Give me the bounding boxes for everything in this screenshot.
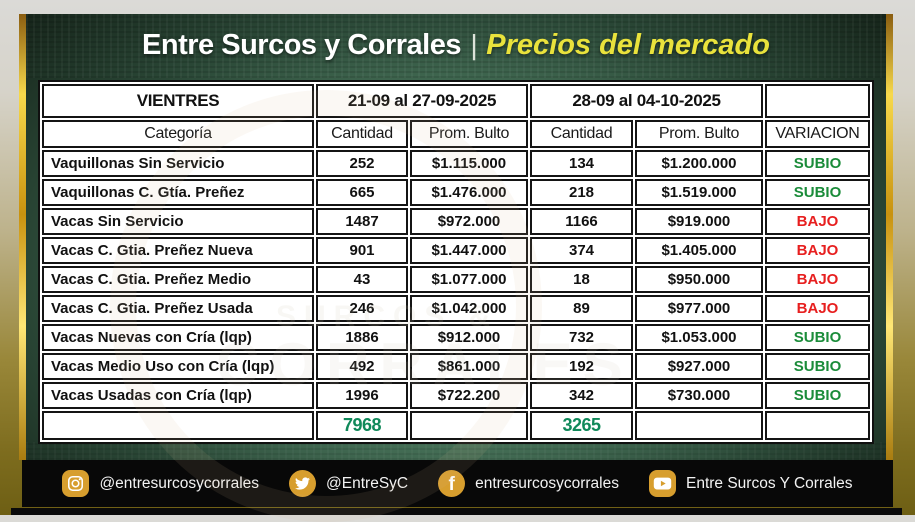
- row-cantidad-1: 901: [316, 237, 408, 264]
- row-prom-2: $977.000: [635, 295, 763, 322]
- row-prom-1: $1.077.000: [410, 266, 528, 293]
- col-header-categoria: Categoría: [42, 120, 314, 148]
- row-prom-1: $1.447.000: [410, 237, 528, 264]
- page-subtitle: Precios del mercado: [486, 29, 770, 61]
- twitter-icon: [289, 470, 317, 497]
- row-category: Vaquillonas C. Gtía. Preñez: [42, 179, 314, 206]
- row-cantidad-1: 1487: [316, 208, 408, 235]
- group-header-week1: 21-09 al 27-09-2025: [316, 84, 528, 118]
- bottom-black-bar: [11, 508, 902, 515]
- row-prom-2: $730.000: [635, 382, 763, 409]
- group-header-week2: 28-09 al 04-10-2025: [530, 84, 763, 118]
- row-cantidad-2: 134: [530, 150, 633, 177]
- social-handle: Entre Surcos Y Corrales: [685, 474, 853, 492]
- social-footer: @entresurcosycorrales @EntreSyC f entres…: [22, 460, 893, 507]
- social-handle: entresurcosycorrales: [475, 474, 619, 492]
- price-table: VIENTRES 21-09 al 27-09-2025 28-09 al 04…: [38, 80, 874, 444]
- row-category: Vaquillonas Sin Servicio: [42, 150, 314, 177]
- row-prom-2: $1.519.000: [635, 179, 763, 206]
- row-prom-1: $722.200: [410, 382, 528, 409]
- col-header-prom-bulto-1: Prom. Bulto: [410, 120, 528, 148]
- row-prom-1: $1.042.000: [410, 295, 528, 322]
- col-header-cantidad-2: Cantidad: [530, 120, 633, 148]
- row-cantidad-1: 1886: [316, 324, 408, 351]
- row-cantidad-2: 374: [530, 237, 633, 264]
- col-header-cantidad-1: Cantidad: [316, 120, 408, 148]
- social-youtube[interactable]: Entre Surcos Y Corrales: [648, 470, 853, 497]
- row-prom-2: $950.000: [635, 266, 763, 293]
- row-category: Vacas C. Gtia. Preñez Usada: [42, 295, 314, 322]
- total-cantidad-week2: 3265: [530, 411, 633, 440]
- row-cantidad-2: 192: [530, 353, 633, 380]
- row-prom-1: $972.000: [410, 208, 528, 235]
- row-prom-1: $912.000: [410, 324, 528, 351]
- row-category: Vacas Sin Servicio: [42, 208, 314, 235]
- row-variacion: SUBIO: [765, 324, 870, 351]
- totals-empty-prom1: [410, 411, 528, 440]
- row-cantidad-1: 665: [316, 179, 408, 206]
- row-prom-1: $1.476.000: [410, 179, 528, 206]
- row-cantidad-1: 252: [316, 150, 408, 177]
- col-header-variacion: VARIACION: [765, 120, 870, 148]
- row-prom-1: $1.115.000: [410, 150, 528, 177]
- row-category: Vacas Nuevas con Cría (lqp): [42, 324, 314, 351]
- row-cantidad-2: 218: [530, 179, 633, 206]
- group-header-empty: [765, 84, 870, 118]
- totals-empty-variacion: [765, 411, 870, 440]
- page-title: Entre Surcos y Corrales | Precios del merc…: [26, 29, 886, 62]
- social-facebook[interactable]: f entresurcosycorrales: [438, 470, 619, 497]
- right-gold-stripe: [885, 14, 893, 460]
- totals-empty-category: [42, 411, 314, 440]
- row-prom-2: $927.000: [635, 353, 763, 380]
- row-cantidad-2: 342: [530, 382, 633, 409]
- youtube-icon: [648, 470, 676, 497]
- row-variacion: SUBIO: [765, 179, 870, 206]
- row-category: Vacas C. Gtia. Preñez Nueva: [42, 237, 314, 264]
- row-cantidad-1: 43: [316, 266, 408, 293]
- row-cantidad-2: 1166: [530, 208, 633, 235]
- row-category: Vacas Medio Uso con Cría (lqp): [42, 353, 314, 380]
- col-header-prom-bulto-2: Prom. Bulto: [635, 120, 763, 148]
- instagram-icon: [62, 470, 90, 497]
- row-prom-2: $919.000: [635, 208, 763, 235]
- row-variacion: BAJO: [765, 208, 870, 235]
- row-prom-2: $1.053.000: [635, 324, 763, 351]
- brand-title: Entre Surcos y Corrales: [142, 29, 461, 61]
- total-cantidad-week1: 7968: [316, 411, 408, 440]
- social-handle: @entresurcosycorrales: [99, 474, 260, 492]
- title-separator: |: [469, 29, 478, 60]
- social-handle: @EntreSyC: [326, 474, 409, 492]
- row-prom-2: $1.405.000: [635, 237, 763, 264]
- row-cantidad-1: 492: [316, 353, 408, 380]
- row-variacion: BAJO: [765, 237, 870, 264]
- row-variacion: BAJO: [765, 266, 870, 293]
- row-category: Vacas C. Gtia. Preñez Medio: [42, 266, 314, 293]
- row-cantidad-2: 732: [530, 324, 633, 351]
- facebook-f-glyph: f: [448, 474, 455, 495]
- totals-empty-prom2: [635, 411, 763, 440]
- green-panel: Entre Surcos y Corrales | Precios del merc…: [26, 14, 886, 522]
- row-category: Vacas Usadas con Cría (lqp): [42, 382, 314, 409]
- row-cantidad-2: 18: [530, 266, 633, 293]
- facebook-icon: f: [438, 470, 466, 497]
- row-cantidad-1: 246: [316, 295, 408, 322]
- group-header-vientres: VIENTRES: [42, 84, 314, 118]
- social-instagram[interactable]: @entresurcosycorrales: [62, 470, 259, 497]
- row-cantidad-1: 1996: [316, 382, 408, 409]
- halftone-texture-bottom: [26, 442, 886, 460]
- row-variacion: SUBIO: [765, 353, 870, 380]
- row-prom-1: $861.000: [410, 353, 528, 380]
- row-variacion: SUBIO: [765, 382, 870, 409]
- row-variacion: SUBIO: [765, 150, 870, 177]
- row-prom-2: $1.200.000: [635, 150, 763, 177]
- row-variacion: BAJO: [765, 295, 870, 322]
- left-gold-stripe: [19, 14, 27, 460]
- social-twitter[interactable]: @EntreSyC: [289, 470, 408, 497]
- row-cantidad-2: 89: [530, 295, 633, 322]
